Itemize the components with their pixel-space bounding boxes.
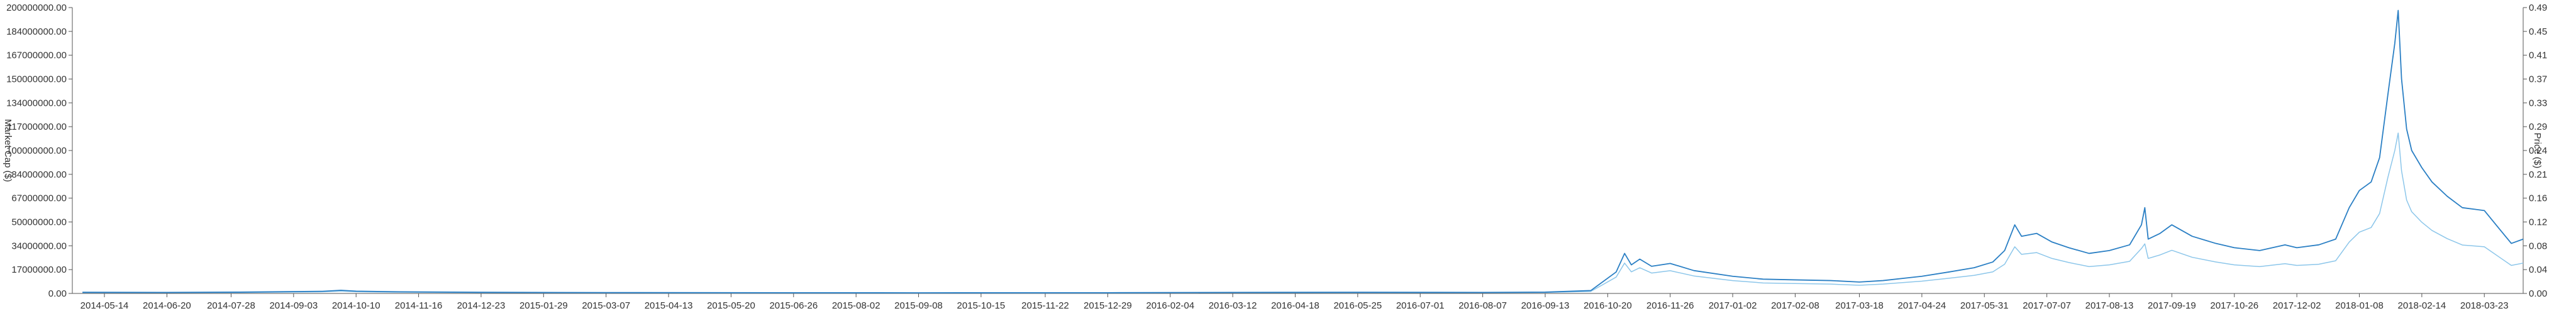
x-tick-label: 2015-05-20 <box>707 300 755 311</box>
x-tick-label: 2015-01-29 <box>519 300 568 311</box>
y-right-tick-label: 0.16 <box>2529 193 2547 204</box>
y-right-ticks: 0.00 0.04 0.08 0.12 0.16 0.21 0.24 0.29 0.33 0.37… <box>2523 3 2547 299</box>
x-tick-label: 2014-09-03 <box>269 300 318 311</box>
y-left-tick-label: 117000000.00 <box>7 122 67 132</box>
x-tick-label: 2018-02-14 <box>2397 300 2446 311</box>
x-tick-label: 2014-05-14 <box>80 300 129 311</box>
series-layer <box>82 9 2524 294</box>
y-left-tick-label: 134000000.00 <box>6 98 67 108</box>
x-tick-label: 2017-08-13 <box>2085 300 2134 311</box>
x-tick-label: 2018-03-23 <box>2460 300 2509 311</box>
x-tick-label: 2015-06-26 <box>769 300 818 311</box>
y-left-tick-label: 167000000.00 <box>6 50 67 61</box>
x-ticks: 2014-05-14 2014-06-20 2014-07-28 2014-09-03… <box>80 293 2509 311</box>
y-left-tick-label: 0.00 <box>48 288 67 299</box>
x-tick-label: 2015-12-29 <box>1084 300 1132 311</box>
y-right-tick-label: 0.41 <box>2529 50 2547 61</box>
y-right-tick-label: 0.21 <box>2529 169 2547 180</box>
x-tick-label: 2015-08-02 <box>832 300 880 311</box>
x-tick-label: 2016-08-07 <box>1458 300 1507 311</box>
y-right-tick-label: 0.04 <box>2529 264 2547 275</box>
x-tick-label: 2017-04-24 <box>1898 300 1946 311</box>
y-right-tick-label: 0.08 <box>2529 241 2547 251</box>
x-tick-label: 2017-10-26 <box>2210 300 2258 311</box>
x-tick-label: 2017-05-31 <box>1960 300 2009 311</box>
y-right-axis-title: Price ($) <box>2532 133 2543 169</box>
x-tick-label: 2017-01-02 <box>1709 300 1757 311</box>
x-tick-label: 2016-10-20 <box>1584 300 1632 311</box>
x-tick-label: 2017-09-19 <box>2148 300 2196 311</box>
y-left-tick-label: 84000000.00 <box>11 169 67 180</box>
x-tick-label: 2016-02-04 <box>1146 300 1194 311</box>
y-left-tick-label: 200000000.00 <box>6 3 67 13</box>
x-tick-label: 2015-10-15 <box>957 300 1006 311</box>
y-left-axis-title: Market Cap ($) <box>3 119 13 182</box>
x-tick-label: 2015-11-22 <box>1021 300 1069 311</box>
x-tick-label: 2014-11-16 <box>395 300 443 311</box>
x-tick-label: 2014-12-23 <box>457 300 506 311</box>
x-tick-label: 2014-06-20 <box>143 300 191 311</box>
y-left-tick-label: 17000000.00 <box>11 264 67 275</box>
x-tick-label: 2018-01-08 <box>2335 300 2384 311</box>
y-left-ticks: 0.00 17000000.00 34000000.00 50000000.00 670… <box>6 3 72 299</box>
x-tick-label: 2016-05-25 <box>1333 300 1382 311</box>
y-left-tick-label: 34000000.00 <box>11 241 67 251</box>
x-tick-label: 2017-07-07 <box>2023 300 2071 311</box>
y-left-tick-label: 67000000.00 <box>11 193 67 204</box>
series-line-right-axis <box>82 132 2524 294</box>
y-right-tick-label: 0.37 <box>2529 74 2547 85</box>
x-tick-label: 2015-04-13 <box>645 300 693 311</box>
x-tick-label: 2016-04-18 <box>1271 300 1319 311</box>
x-tick-label: 2016-07-01 <box>1396 300 1445 311</box>
y-left-tick-label: 184000000.00 <box>6 26 67 37</box>
y-right-tick-label: 0.24 <box>2529 145 2547 156</box>
x-tick-label: 2017-03-18 <box>1835 300 1884 311</box>
y-left-tick-label: 150000000.00 <box>6 74 67 85</box>
axes <box>72 8 2524 294</box>
x-tick-label: 2016-09-13 <box>1521 300 1570 311</box>
x-tick-label: 2015-09-08 <box>894 300 943 311</box>
y-right-tick-label: 0.00 <box>2529 288 2547 299</box>
x-tick-label: 2017-12-02 <box>2273 300 2321 311</box>
y-left-tick-label: 50000000.00 <box>11 217 67 228</box>
x-tick-label: 2014-07-28 <box>207 300 255 311</box>
y-right-tick-label: 0.12 <box>2529 217 2547 228</box>
y-left-tick-label: 100000000.00 <box>6 145 67 156</box>
y-right-tick-label: 0.29 <box>2529 122 2547 132</box>
y-right-tick-label: 0.33 <box>2529 98 2547 108</box>
x-tick-label: 2016-03-12 <box>1209 300 1257 311</box>
x-tick-label: 2014-10-10 <box>332 300 380 311</box>
x-tick-label: 2016-11-26 <box>1646 300 1694 311</box>
y-right-tick-label: 0.49 <box>2529 3 2547 13</box>
y-right-tick-label: 0.45 <box>2529 26 2547 37</box>
series-line-left-axis <box>82 9 2524 293</box>
x-tick-label: 2017-02-08 <box>1771 300 1819 311</box>
x-tick-label: 2015-03-07 <box>582 300 630 311</box>
